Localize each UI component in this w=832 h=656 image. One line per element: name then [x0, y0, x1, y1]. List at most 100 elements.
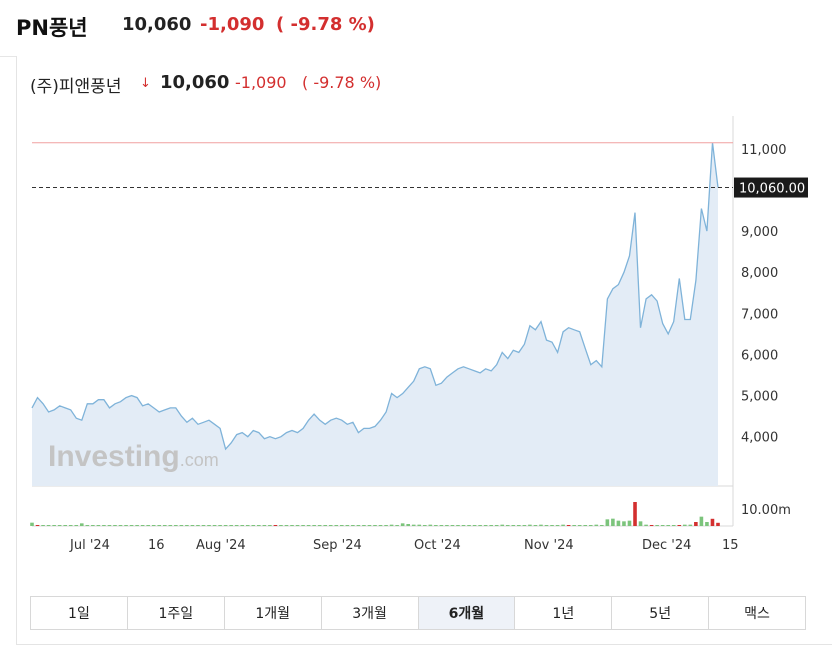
volume-bar [600, 525, 604, 526]
volume-bar [245, 525, 250, 526]
volume-bar [151, 525, 156, 526]
volume-bar [284, 525, 289, 526]
volume-bar [334, 525, 339, 526]
volume-bar [660, 525, 665, 526]
y-tick-label: 8,000 [741, 266, 778, 281]
volume-bar [373, 525, 377, 526]
volume-bar [312, 525, 316, 526]
volume-bar [694, 522, 698, 526]
volume-bar [240, 525, 245, 526]
volume-bar [317, 525, 322, 526]
volume-bar [46, 525, 51, 526]
volume-bar [716, 522, 720, 526]
price-chart[interactable]: Investing.com 11,00010,0009,0008,0007,00… [0, 0, 832, 590]
volume-tick-label: 10.00m [741, 503, 791, 518]
company-name: (주)피앤풍년 [30, 77, 122, 97]
volume-bar [505, 525, 510, 526]
volume-bar [577, 525, 582, 526]
volume-bar [212, 525, 217, 526]
quote-topbar: PN풍년 10,060 -1,090 ( -9.78 %) [0, 0, 832, 57]
x-tick-label: Nov '24 [524, 538, 574, 553]
volume-bar [710, 518, 715, 526]
volume-bar [594, 524, 599, 526]
y-tick-label: 7,000 [741, 307, 778, 322]
volume-bar [450, 525, 455, 526]
volume-bar [140, 525, 145, 526]
volume-bar [677, 525, 682, 526]
volume-bar [439, 525, 444, 526]
volume-bar [406, 524, 410, 526]
volume-bar [257, 525, 261, 526]
volume-bar [655, 525, 659, 526]
volume-bar [572, 525, 576, 526]
volume-bar [445, 525, 449, 526]
volume-bar [605, 519, 610, 526]
price-area [32, 142, 718, 486]
volume-bar [185, 525, 189, 526]
volume-bar [533, 525, 538, 526]
period-button-6[interactable]: 1년 [515, 597, 613, 629]
volume-bar [290, 525, 294, 526]
period-button-2[interactable]: 1주일 [127, 597, 225, 629]
volume-bar [63, 525, 67, 526]
volume-bar [35, 525, 40, 526]
volume-bar [351, 525, 355, 526]
volume-bar [483, 525, 488, 526]
volume-bar [196, 525, 200, 526]
volume-bar [522, 525, 527, 526]
volume-bar [174, 525, 178, 526]
volume-bar [190, 525, 195, 526]
volume-bar [511, 525, 516, 526]
volume-bar [671, 525, 676, 526]
current-price-tag [734, 177, 808, 198]
period-button-8[interactable]: 맥스 [709, 597, 805, 629]
volume-bar [268, 525, 272, 526]
volume-bar [157, 525, 162, 526]
y-tick-label: 5,000 [741, 390, 778, 405]
volume-bar [52, 525, 56, 526]
volume-bar [422, 525, 427, 526]
period-button-3[interactable]: 1개월 [224, 597, 322, 629]
period-button-1[interactable]: 1일 [31, 597, 128, 629]
volume-bar [367, 525, 372, 526]
volume-bar [627, 520, 632, 526]
volume-bar [57, 525, 62, 526]
period-button-5[interactable]: 6개월 [418, 597, 516, 629]
volume-bar [666, 525, 671, 526]
x-tick-label: Dec '24 [642, 538, 691, 553]
volume-bar [207, 525, 211, 526]
volume-bar [30, 522, 34, 526]
volume-bar [74, 525, 79, 526]
volume-bar [500, 524, 505, 526]
volume-bar [583, 525, 588, 526]
period-button-4[interactable]: 3개월 [321, 597, 419, 629]
volume-bar [129, 525, 134, 526]
x-tick-label: 15 [722, 538, 739, 553]
volume-bar [135, 525, 139, 526]
volume-bar [118, 525, 123, 526]
volume-bar [168, 525, 173, 526]
volume-bar [107, 525, 112, 526]
volume-bar [561, 524, 565, 526]
volume-bar [494, 525, 499, 526]
volume-bar [611, 518, 615, 526]
volume-bar [345, 525, 350, 526]
y-tick-label: 9,000 [741, 225, 778, 240]
volume-bar [356, 525, 361, 526]
period-button-7[interactable]: 5년 [612, 597, 710, 629]
y-tick-label: 4,000 [741, 431, 778, 446]
chart-percent-change: ( -9.78 %) [302, 73, 382, 92]
volume-bar [323, 525, 328, 526]
volume-bar [467, 525, 471, 526]
volume-bar [179, 525, 184, 526]
volume-bar [301, 525, 305, 526]
volume-bar [340, 525, 344, 526]
volume-bar [389, 524, 394, 526]
volume-bar [550, 525, 554, 526]
volume-bar [616, 520, 621, 526]
volume-bar [622, 521, 626, 526]
volume-bar [555, 525, 560, 526]
volume-bar [588, 525, 593, 526]
volume-bar [273, 525, 278, 526]
x-tick-label: Oct '24 [414, 538, 461, 553]
